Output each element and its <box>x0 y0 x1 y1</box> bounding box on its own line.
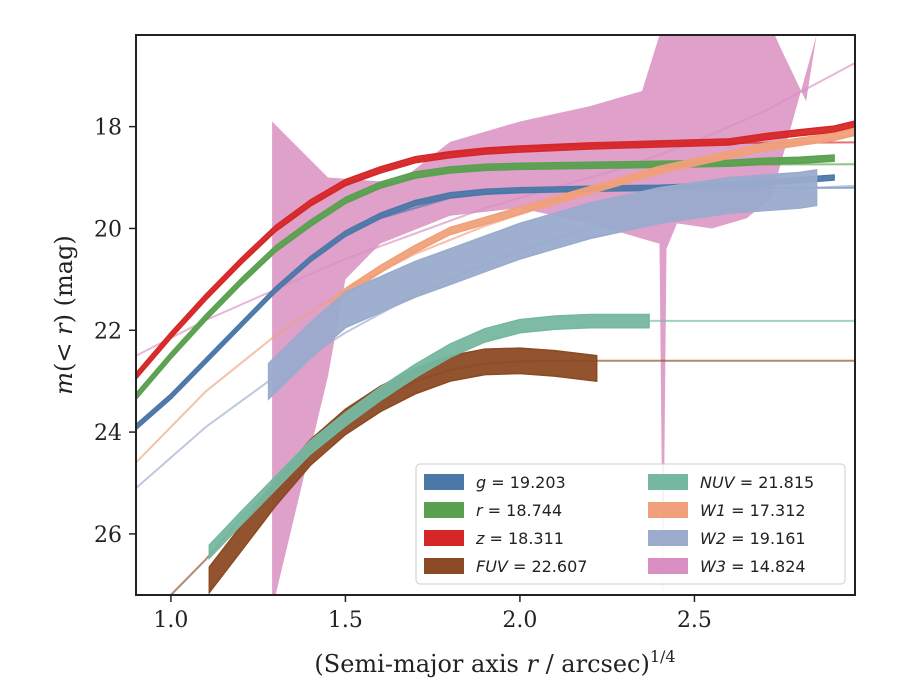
x-tick-label: 1.5 <box>328 608 363 633</box>
legend-swatch-w1 <box>648 502 688 518</box>
y-axis-label: m(< r) (mag) <box>50 235 78 395</box>
x-tick-label: 2.0 <box>502 608 537 633</box>
x-tick-label: 1.0 <box>153 608 188 633</box>
plot-area <box>136 35 855 595</box>
legend-label-z: z = 18.311 <box>475 529 564 548</box>
legend-label-w3: W3 = 14.824 <box>700 557 806 576</box>
y-tick-label: 26 <box>94 523 122 548</box>
legend: g = 19.203 r = 18.744 z = 18.311 FUV = 22.6… <box>415 463 846 585</box>
legend-swatch-g <box>424 474 464 490</box>
data-band-r <box>136 154 835 401</box>
model-line-w3 <box>136 62 855 357</box>
y-tick-label: 18 <box>94 116 122 141</box>
legend-swatch-z <box>424 530 464 546</box>
legend-swatch-r <box>424 502 464 518</box>
legend-swatch-w2 <box>648 530 688 546</box>
y-tick-label: 22 <box>94 319 122 344</box>
legend-label-nuv: NUV = 21.815 <box>700 473 814 492</box>
x-axis-label: (Semi-major axis r / arcsec)1/4 <box>314 647 675 678</box>
data-band-g <box>136 174 835 431</box>
data-band-nuv <box>208 313 650 561</box>
legend-box <box>415 463 846 585</box>
data-band-w1 <box>327 127 855 316</box>
model-line-g <box>136 186 855 428</box>
x-axis: 1.0 1.5 2.0 2.5 <box>153 595 712 633</box>
legend-swatch-fuv <box>424 558 464 574</box>
legend-swatch-nuv <box>648 474 688 490</box>
y-axis: 18 20 22 24 26 <box>94 116 136 548</box>
legend-label-w2: W2 = 19.161 <box>700 529 806 548</box>
legend-label-w1: W1 = 17.312 <box>700 501 806 520</box>
data-band-z <box>136 120 855 381</box>
legend-label-g: g = 19.203 <box>476 473 566 492</box>
legend-label-r: r = 18.744 <box>476 501 562 520</box>
legend-swatch-w3 <box>648 558 688 574</box>
y-tick-label: 20 <box>94 217 122 242</box>
y-tick-label: 24 <box>94 421 122 446</box>
data-band-w2 <box>267 169 818 401</box>
plot-frame <box>135 34 856 596</box>
x-tick-label: 2.5 <box>677 608 712 633</box>
legend-label-fuv: FUV = 22.607 <box>476 557 587 576</box>
